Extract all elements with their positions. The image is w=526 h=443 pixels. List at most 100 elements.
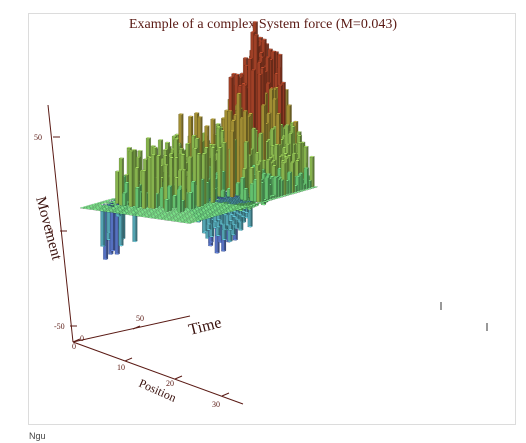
surface-column: [312, 186, 319, 188]
surface-column: [216, 127, 222, 129]
surface-column: [250, 69, 257, 71]
surface-column: [251, 127, 257, 130]
surface-column: [281, 194, 288, 197]
surface-column: [312, 156, 315, 188]
surface-column: [261, 172, 267, 175]
surface-column: [147, 157, 152, 209]
surface-column: [290, 171, 293, 194]
surface-column: [284, 124, 291, 126]
surface-column: [276, 176, 279, 198]
surface-column: [221, 141, 227, 144]
surface-column: [164, 199, 168, 213]
surface-column: [220, 190, 225, 198]
surface-column: [272, 176, 279, 178]
surface-column: [293, 161, 295, 193]
x-tick-label: 10: [117, 363, 125, 372]
surface-column: [290, 125, 296, 128]
surface-column: [265, 82, 272, 84]
surface-column: [294, 159, 301, 162]
surface-column: [246, 188, 249, 201]
surface-column: [115, 171, 119, 204]
surface-column: [122, 192, 126, 207]
z-axis-title: Movement: [32, 195, 64, 263]
surface-column: [110, 206, 114, 252]
surface-column: [264, 176, 271, 178]
surface-column: [215, 125, 222, 128]
surface-column: [286, 104, 293, 106]
surface-column: [270, 194, 276, 197]
surface-column: [303, 188, 310, 191]
surface-column: [211, 143, 217, 146]
surface-column: [210, 118, 216, 120]
surface-column: [281, 179, 284, 197]
surface-column: [257, 73, 263, 76]
surface-columns: [79, 21, 319, 260]
surface-column: [271, 164, 278, 167]
surface-column: [292, 120, 299, 123]
surface-column: [290, 192, 296, 195]
x-tick-mark: [174, 375, 183, 380]
surface-column: [215, 188, 218, 200]
surface-column: [281, 162, 287, 164]
surface-column: [252, 21, 259, 23]
surface-column: [231, 72, 237, 75]
surface-column: [277, 53, 283, 56]
surface-column: [277, 84, 284, 86]
surface-column: [202, 178, 205, 207]
surface-column: [210, 147, 214, 204]
surface-column: [289, 161, 296, 163]
surface-column: [303, 167, 310, 169]
surface-column: [267, 198, 274, 201]
surface-column: [223, 189, 226, 198]
surface-column: [242, 84, 248, 86]
surface-column: [309, 155, 315, 158]
surface-column: [180, 188, 183, 213]
surface-column: [182, 199, 185, 213]
surface-column: [194, 181, 196, 209]
figure-caption: Ngu: [29, 431, 46, 441]
surface-column: [131, 150, 134, 208]
surface-column: [141, 170, 146, 209]
surface-column: [156, 193, 159, 209]
surface-column: [138, 187, 141, 209]
surface-column: [240, 82, 247, 85]
surface-column: [287, 132, 294, 135]
surface-column: [256, 171, 260, 203]
surface-column: [296, 131, 302, 133]
surface-column: [236, 92, 242, 95]
surface-column: [295, 185, 298, 193]
y-tick-label: 0: [80, 334, 84, 343]
surface-column: [259, 170, 262, 203]
surface-column: [309, 186, 316, 189]
surface-column: [269, 128, 276, 130]
surface-column: [213, 146, 216, 204]
surface-column: [257, 160, 263, 162]
surface-column: [284, 143, 291, 145]
x-tick-mark: [221, 392, 230, 397]
y-axis-line: [72, 315, 191, 343]
surface-column: [296, 134, 303, 137]
y-axis-title: Time: [187, 314, 223, 339]
surface-column: [228, 76, 234, 78]
surface-column: [243, 188, 247, 201]
surface-column: [125, 192, 128, 207]
surface-column: [243, 141, 250, 143]
surface-column: [258, 56, 265, 58]
surface-column: [118, 158, 123, 206]
surface-column: [301, 189, 307, 191]
surface-column: [207, 181, 210, 204]
x-tick-label: 0: [72, 342, 76, 351]
surface-column: [271, 98, 278, 100]
surface-column: [297, 172, 304, 175]
surface-column: [273, 143, 280, 146]
surface-column: [188, 192, 192, 210]
surface-column: [309, 180, 312, 189]
surface-column: [273, 197, 279, 199]
surface-column: [262, 182, 265, 202]
surface-column: [286, 171, 293, 173]
surface-column: [150, 154, 155, 210]
surface-column: [230, 119, 237, 122]
surface-column: [172, 195, 176, 209]
surface-column: [279, 178, 282, 197]
surface-column: [278, 195, 285, 198]
